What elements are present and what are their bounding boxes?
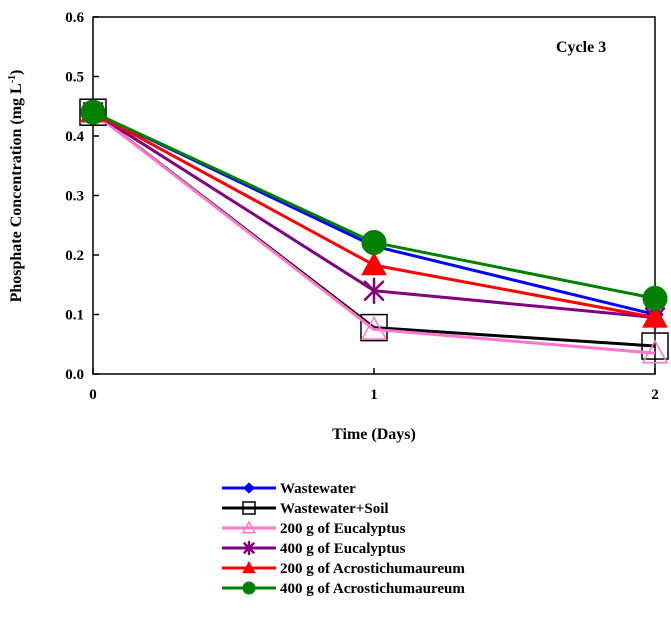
data-point: [642, 285, 668, 311]
series-line: [92, 111, 656, 355]
x-axis-ticks: 0 1 2: [89, 368, 659, 403]
legend-marker: [241, 520, 257, 534]
data-point: [641, 339, 669, 364]
legend-label: 400 g of Acrostichumaureum: [280, 581, 465, 597]
legend-item-200-g-of-eucalyptus: 200 g of Eucalyptus: [222, 520, 406, 537]
legend-item-wastewater-soil: Wastewater+Soil: [222, 501, 389, 517]
y-axis-title-superscript: -1: [7, 75, 18, 83]
legend-marker: [243, 540, 255, 556]
y-tick-label: 0.4: [65, 129, 84, 145]
legend-marker: [243, 482, 255, 494]
series-layer: [79, 98, 669, 364]
y-axis-ticks: 0.0 0.1 0.2 0.3 0.4 0.5 0.6: [65, 10, 99, 383]
legend-label: 400 g of Eucalyptus: [280, 541, 406, 557]
legend-item-wastewater: Wastewater: [222, 481, 356, 497]
data-point: [360, 315, 388, 340]
legend-label: Wastewater: [280, 481, 356, 497]
x-tick-label: 1: [370, 387, 378, 403]
y-axis-title-main: Phosphate Concentration (mg L: [8, 83, 25, 302]
data-point: [360, 313, 388, 342]
legend-label: 200 g of Acrostichumaureum: [280, 561, 465, 577]
plot-frame: [92, 16, 656, 375]
legend-marker: [242, 581, 256, 595]
y-tick-label: 0.6: [65, 10, 84, 26]
legend-marker: [242, 560, 256, 574]
data-point: [641, 332, 669, 360]
data-point: [363, 277, 385, 304]
legend-marker: [242, 501, 256, 515]
y-tick-label: 0.0: [65, 367, 84, 383]
data-point: [361, 230, 387, 256]
data-point: [361, 252, 387, 276]
y-tick-label: 0.2: [65, 248, 84, 264]
y-axis-title-end: ): [8, 70, 25, 75]
legend: Wastewater Wastewater+Soil 200 g of Eucaly…: [222, 481, 465, 597]
cycle-annotation: Cycle 3: [556, 39, 606, 56]
legend-label: 200 g of Eucalyptus: [280, 521, 406, 537]
legend-item-400-g-of-acrostichumaureum: 400 g of Acrostichumaureum: [222, 581, 465, 597]
data-point: [80, 99, 106, 125]
x-axis-title: Time (Days): [332, 426, 416, 443]
legend-item-200-g-of-acrostichumaureum: 200 g of Acrostichumaureum: [222, 560, 465, 577]
series-400-g-of-acrostichumaureum: [80, 99, 668, 311]
legend-label: Wastewater+Soil: [280, 501, 389, 517]
series-wastewater-soil: [79, 98, 669, 360]
y-tick-label: 0.1: [65, 308, 84, 324]
x-tick-label: 0: [89, 387, 97, 403]
y-axis-title: Phosphate Concentration (mg L-1): [7, 70, 25, 303]
series-line: [92, 111, 656, 348]
x-tick-label: 2: [651, 387, 659, 403]
y-tick-label: 0.3: [65, 189, 84, 205]
y-tick-label: 0.5: [65, 70, 84, 86]
legend-item-400-g-of-eucalyptus: 400 g of Eucalyptus: [222, 540, 406, 557]
data-point: [642, 304, 668, 328]
